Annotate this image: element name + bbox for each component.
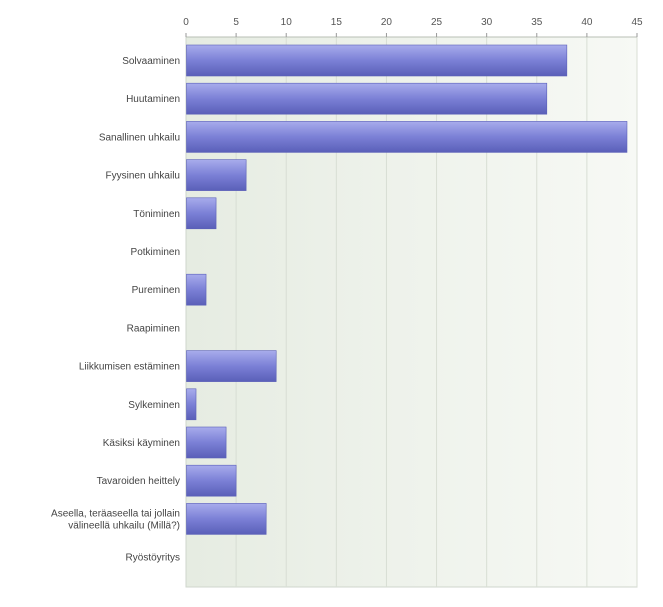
bar	[186, 82, 548, 115]
category-label: Sylkeminen	[128, 400, 180, 411]
category-label: Solvaaminen	[122, 56, 180, 67]
x-tick-label: 5	[233, 17, 239, 28]
category-labels: Solvaaminen Huutaminen Sanallinen uhkailu F…	[51, 56, 180, 564]
bar	[186, 464, 237, 497]
category-label: Fyysinen uhkailu	[106, 171, 180, 182]
category-label: Liikkumisen estäminen	[79, 362, 180, 373]
category-label: Käsiksi käyminen	[103, 438, 180, 449]
bar	[186, 388, 197, 421]
bar	[186, 273, 207, 306]
bars	[186, 44, 628, 535]
category-label: Töniminen	[133, 209, 180, 220]
x-tick-label: 20	[381, 17, 393, 28]
category-label: Aseella, teräaseella tai jollain välineel…	[51, 508, 180, 531]
x-tick-label: 0	[183, 17, 189, 28]
category-label: Raapiminen	[127, 323, 180, 334]
x-tick-label: 45	[631, 17, 643, 28]
x-axis: 0 5 10 15 20 25 30 35 40 45	[183, 17, 643, 38]
x-tick-label: 25	[431, 17, 443, 28]
category-label: Pureminen	[132, 285, 180, 296]
category-label: Ryöstöyritys	[126, 553, 180, 564]
x-tick-label: 30	[481, 17, 493, 28]
x-tick-label: 15	[331, 17, 343, 28]
x-tick-label: 40	[581, 17, 593, 28]
bar	[186, 121, 628, 153]
category-label: Tavaroiden heittely	[97, 476, 180, 487]
bar	[186, 350, 277, 382]
bar	[186, 44, 568, 77]
bar	[186, 159, 247, 191]
category-label: Potkiminen	[131, 247, 180, 258]
x-tick-label: 35	[531, 17, 543, 28]
x-tick-label: 10	[281, 17, 293, 28]
category-label: Sanallinen uhkailu	[99, 132, 180, 143]
bar	[186, 197, 217, 230]
bar	[186, 426, 227, 459]
bar	[186, 503, 267, 535]
category-label: Huutaminen	[126, 94, 180, 105]
